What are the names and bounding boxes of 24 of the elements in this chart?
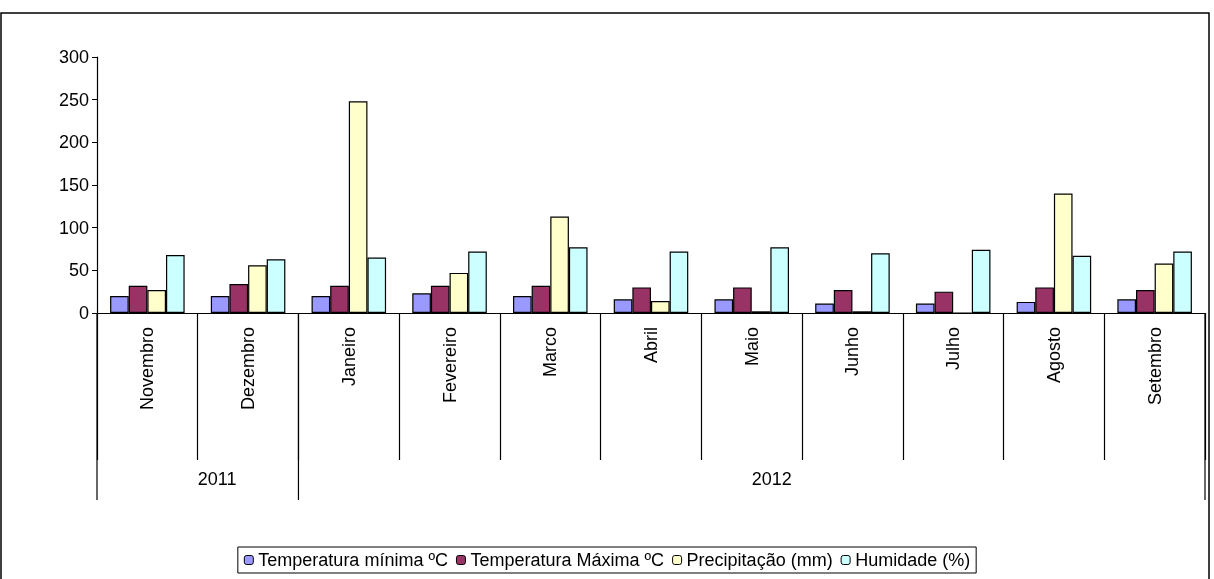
x-tick-label: Agosto: [1043, 327, 1064, 384]
x-tick-label: Janeiro: [338, 327, 359, 387]
text: 2012: [751, 469, 792, 489]
legend-label: Temperatura Máxima ºC: [470, 550, 665, 570]
y-tick-label: 150: [58, 175, 89, 195]
text: 2011: [197, 469, 237, 489]
x-tick-label: Novembro: [137, 327, 158, 411]
legend-label: Temperatura mínima ºC: [258, 550, 448, 570]
legend-label: Precipitação (mm): [686, 550, 833, 570]
x-tick-label: Maio: [741, 327, 762, 367]
y-tick-label: 100: [58, 217, 89, 238]
x-tick-label: Julho: [943, 327, 964, 371]
y-tick-label: 50: [68, 260, 89, 281]
x-tick-label: Abril: [641, 327, 661, 364]
x-tick-label: Fevereiro: [439, 327, 460, 404]
x-tick-label: Dezembro: [238, 327, 259, 411]
y-tick-label: 200: [58, 132, 89, 153]
y-tick-label: 300: [58, 47, 89, 67]
y-tick-label: 0: [78, 303, 89, 323]
x-tick-label: Junho: [842, 327, 863, 377]
legend-label: Humidade (%): [855, 550, 971, 570]
x-tick-label: Marco: [540, 327, 561, 378]
y-tick-label: 250: [58, 89, 89, 110]
x-tick-label: Setembro: [1144, 327, 1165, 406]
